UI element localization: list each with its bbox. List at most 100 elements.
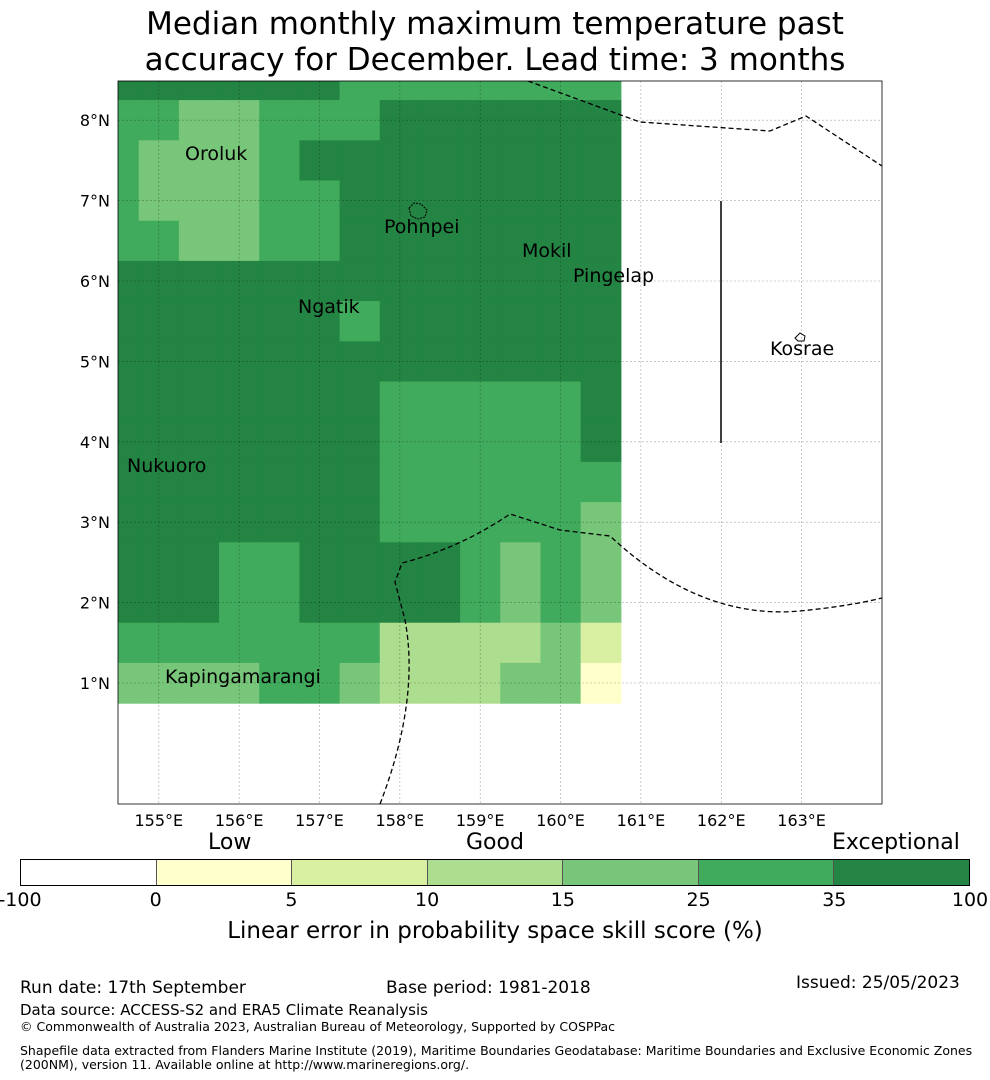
graticule — [118, 81, 882, 804]
grid-cell — [299, 502, 341, 543]
grid-cell — [339, 100, 381, 141]
grid-cell — [460, 301, 501, 342]
grid-cell — [460, 461, 501, 503]
grid-cell — [540, 180, 582, 222]
grid-cell — [299, 220, 341, 262]
grid-cell — [138, 542, 180, 584]
grid-cell — [299, 100, 341, 141]
grid-cell — [178, 662, 220, 704]
latitude-label: 5°N — [80, 352, 110, 371]
data-source: Data source: ACCESS-S2 and ERA5 Climate … — [20, 1001, 428, 1019]
grid-cell — [259, 622, 301, 664]
grid-cell — [419, 301, 461, 342]
longitude-labels: 155°E 156°E 157°E 158°E 159°E 160°E 161°E 162°E… — [134, 811, 825, 830]
grid-cell — [540, 662, 582, 704]
category-good: Good — [466, 830, 524, 855]
grid-cell — [419, 180, 461, 222]
eez-boundaries — [379, 81, 882, 804]
grid-cell — [379, 140, 421, 182]
grid-cell — [118, 301, 140, 342]
grid-cell — [419, 100, 461, 141]
grid-cell — [540, 622, 582, 664]
grid-cell — [580, 301, 622, 342]
grid-cell — [299, 421, 341, 463]
grid-cell — [500, 502, 542, 543]
grid-cell — [460, 140, 501, 182]
grid-cell — [219, 662, 260, 704]
place-label: Ngatik — [298, 296, 360, 318]
grid-cell — [500, 622, 542, 664]
grid-cell — [219, 421, 260, 463]
latitude-labels: 8°N 7°N 6°N 5°N 4°N 3°N 2°N 1°N — [80, 111, 110, 693]
grid-cell — [259, 542, 301, 584]
grid-cell — [500, 260, 542, 302]
grid-cell — [540, 502, 582, 543]
grid-cell — [138, 140, 180, 182]
latitude-label: 6°N — [80, 272, 110, 291]
grid-cell — [138, 100, 180, 141]
grid-cell — [118, 180, 140, 222]
grid-cell — [299, 301, 341, 342]
grid-cell — [339, 180, 381, 222]
grid-cell — [118, 622, 140, 664]
longitude-label: 156°E — [215, 811, 264, 830]
grid-cell — [219, 622, 260, 664]
grid-cell — [460, 220, 501, 262]
grid-cell — [118, 100, 140, 141]
grid-cell — [580, 502, 622, 543]
latitude-label: 7°N — [80, 192, 110, 211]
grid-cell — [379, 461, 421, 503]
grid-cell — [299, 622, 341, 664]
kosrae-island — [794, 332, 806, 342]
grid-cell — [540, 542, 582, 584]
grid-cell — [379, 421, 421, 463]
grid-cell — [339, 662, 381, 704]
grid-cell — [259, 381, 301, 423]
grid-cell — [540, 341, 582, 383]
eez-boundary-south — [379, 513, 882, 804]
grid-cell — [580, 381, 622, 423]
grid-cell — [500, 582, 542, 624]
grid-cell — [299, 381, 341, 423]
grid-cell — [379, 662, 421, 704]
grid-cell — [219, 81, 260, 101]
grid-cell — [540, 220, 582, 262]
grid-cell — [460, 622, 501, 664]
grid-cell — [138, 582, 180, 624]
grid-cell — [178, 461, 220, 503]
grid-cell — [138, 421, 180, 463]
grid-cell — [219, 341, 260, 383]
grid-cell — [419, 140, 461, 182]
grid-cell — [379, 381, 421, 423]
grid-cell — [138, 341, 180, 383]
eez-boundary-north — [527, 81, 882, 167]
category-exceptional: Exceptional — [832, 830, 960, 855]
grid-cell — [580, 542, 622, 584]
grid-cell — [580, 100, 622, 141]
grid-cell — [138, 220, 180, 262]
grid-cell — [460, 582, 501, 624]
grid-cell — [500, 180, 542, 222]
grid-cell — [339, 421, 381, 463]
grid-cell — [299, 260, 341, 302]
colorbar-tick-label: -100 — [0, 889, 42, 911]
grid-cell — [259, 220, 301, 262]
grid-cell — [500, 461, 542, 503]
grid-cell — [379, 81, 421, 101]
grid-cell — [419, 81, 461, 101]
longitude-label: 162°E — [697, 811, 746, 830]
grid-cell — [118, 341, 140, 383]
shapefile-credit-2: (200NM), version 11. Available online at… — [20, 1057, 470, 1072]
longitude-label: 161°E — [617, 811, 666, 830]
grid-cell — [460, 381, 501, 423]
grid-cell — [339, 260, 381, 302]
grid-cell — [299, 461, 341, 503]
grid-cell — [339, 502, 381, 543]
grid-cell — [118, 582, 140, 624]
grid-cell — [580, 421, 622, 463]
grid-cell — [540, 100, 582, 141]
longitude-label: 155°E — [134, 811, 183, 830]
grid-cell — [259, 260, 301, 302]
place-label: Mokil — [522, 240, 572, 262]
